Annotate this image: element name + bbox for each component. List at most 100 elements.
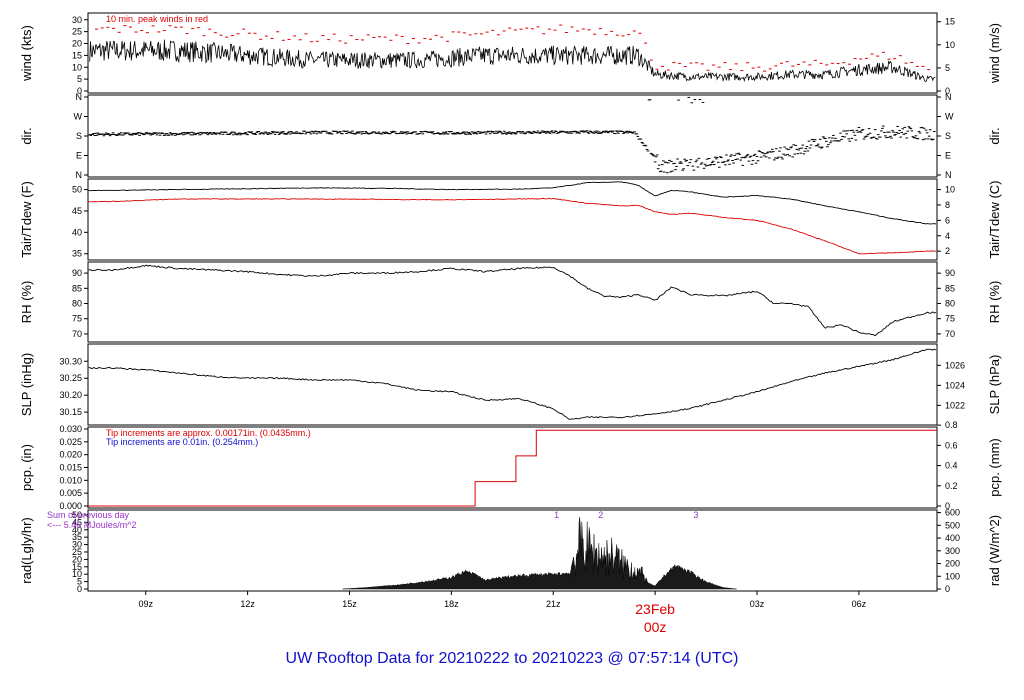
right-tick-label: 4 [945,231,950,241]
wind-speed-line [89,39,936,83]
left-tick-label: 5 [77,577,82,587]
x-tick-label: 03z [750,599,765,609]
precip-note: Tip increments are approx. 0.00171in. (0… [106,428,311,438]
left-tick-label: 40 [72,227,82,237]
left-tick-label: W [74,112,83,122]
left-tick-label: 25 [72,547,82,557]
y-axis-label-right: pcp. (mm) [987,438,1002,497]
y-axis-label-right: dir. [987,127,1002,144]
right-tick-label: N [945,92,952,102]
left-tick-label: 0.030 [59,424,82,434]
right-tick-label: N [945,170,952,180]
right-tick-label: 600 [945,508,960,518]
right-tick-label: 10 [945,185,955,195]
x-axis: 09z 12z 15z 18z 21z 03z 06z 23Feb 00z [138,591,867,635]
right-tick-label: 300 [945,546,960,556]
right-tick-label: 0.6 [945,440,958,450]
right-tick-label: 0.4 [945,461,958,471]
left-tick-label: 0.025 [59,437,82,447]
y-axis-label-left: Tair/Tdew (F) [19,181,34,258]
wind-annotation: 10 min. peak winds in red [106,14,208,24]
left-tick-label: 80 [72,299,82,309]
x-tick-label: 09z [138,599,153,609]
left-tick-label: 20 [72,39,82,49]
panel-radiation: 051015202530354045500100200300400500600r… [19,508,1002,594]
right-tick-label: 5 [945,63,950,73]
left-tick-label: 5 [77,74,82,84]
right-tick-label: 75 [945,314,955,324]
right-tick-label: 6 [945,215,950,225]
x-tick-label: 12z [240,599,255,609]
right-tick-label: 0 [945,501,950,511]
y-axis-label-right: wind (m/s) [987,23,1002,84]
panel-temperature: 35 40 45 50 2 4 6 8 10 Tair/Tdew (F) Tair/Tdew (C) [19,178,1002,261]
panel-frame [87,343,938,426]
midnight-hour-label: 00z [644,619,667,635]
y-axis-label-left: pcp. (in) [19,444,34,491]
right-tick-label: 0.2 [945,481,958,491]
left-tick-label: 10 [72,569,82,579]
left-tick-label: 90 [72,268,82,278]
right-tick-label: 90 [945,268,955,278]
right-tick-label: 1022 [945,400,965,410]
right-tick-label: 0 [945,584,950,594]
slp-line [88,348,937,420]
left-tick-label: 15 [72,50,82,60]
right-tick-label: 1026 [945,360,965,370]
tair-line [88,181,937,225]
right-tick-label: 2 [945,246,950,256]
left-tick-label: 45 [72,206,82,216]
radiation-sum-value: <--- 5.46 MJoules/m^2 [47,520,137,530]
left-tick-label: 0.005 [59,488,82,498]
left-tick-label: 0.020 [59,450,82,460]
y-axis-label-left: rad(Lgly/hr) [19,517,34,583]
y-axis-label-left: SLP (inHg) [19,353,34,416]
left-tick-label: 35 [72,532,82,542]
left-tick-label: S [76,131,82,141]
x-tick-label: 15z [342,599,357,609]
right-tick-label: E [945,151,951,161]
panel-precip: 0.000 0.005 0.010 0.015 0.020 0.025 0.030 0 0.2 0… [19,420,1002,511]
left-tick-label: 0.015 [59,463,82,473]
x-tick-label: 18z [444,599,459,609]
left-tick-label: 30.30 [59,356,82,366]
left-tick-label: 30 [72,15,82,25]
y-axis-label-right: Tair/Tdew (C) [987,180,1002,258]
radiation-marker: 1 [554,510,559,520]
panel-frame [87,12,938,94]
radiation-area [342,517,737,590]
panel-slp: 30.15 30.20 30.25 30.30 1022 1024 1026 SLP (inH… [19,343,1002,426]
right-tick-label: 8 [945,200,950,210]
right-tick-label: 10 [945,40,955,50]
left-tick-label: N [76,92,83,102]
y-axis-label-right: RH (%) [987,281,1002,324]
left-tick-label: 35 [72,249,82,259]
panel-rh: 70 75 80 85 90 70 75 80 85 90 RH (%) RH (%) [19,261,1002,343]
x-tick-label: 21z [546,599,561,609]
left-tick-label: 30 [72,540,82,550]
left-tick-label: 30.20 [59,390,82,400]
left-tick-label: 0.000 [59,501,82,511]
right-tick-label: 15 [945,17,955,27]
y-axis-label-left: RH (%) [19,281,34,324]
left-tick-label: 15 [72,562,82,572]
chart-title: UW Rooftop Data for 20210222 to 20210223… [285,650,739,667]
y-axis-label-left: dir. [19,127,34,144]
y-axis-label-left: wind (kts) [19,25,34,82]
left-tick-label: 10 [72,62,82,72]
panel-frame [87,261,938,343]
left-tick-label: 70 [72,329,82,339]
right-tick-label: 80 [945,299,955,309]
right-tick-label: 1024 [945,380,965,390]
panel-frame [87,178,938,261]
right-tick-label: 70 [945,329,955,339]
y-axis-label-right: rad (W/m^2) [987,515,1002,586]
tdew-line [88,197,937,255]
right-tick-label: 0 [945,86,950,96]
left-tick-label: 50 [72,510,82,520]
midnight-date-label: 23Feb [635,601,675,617]
right-tick-label: 0.8 [945,420,958,430]
right-tick-label: W [945,112,954,122]
